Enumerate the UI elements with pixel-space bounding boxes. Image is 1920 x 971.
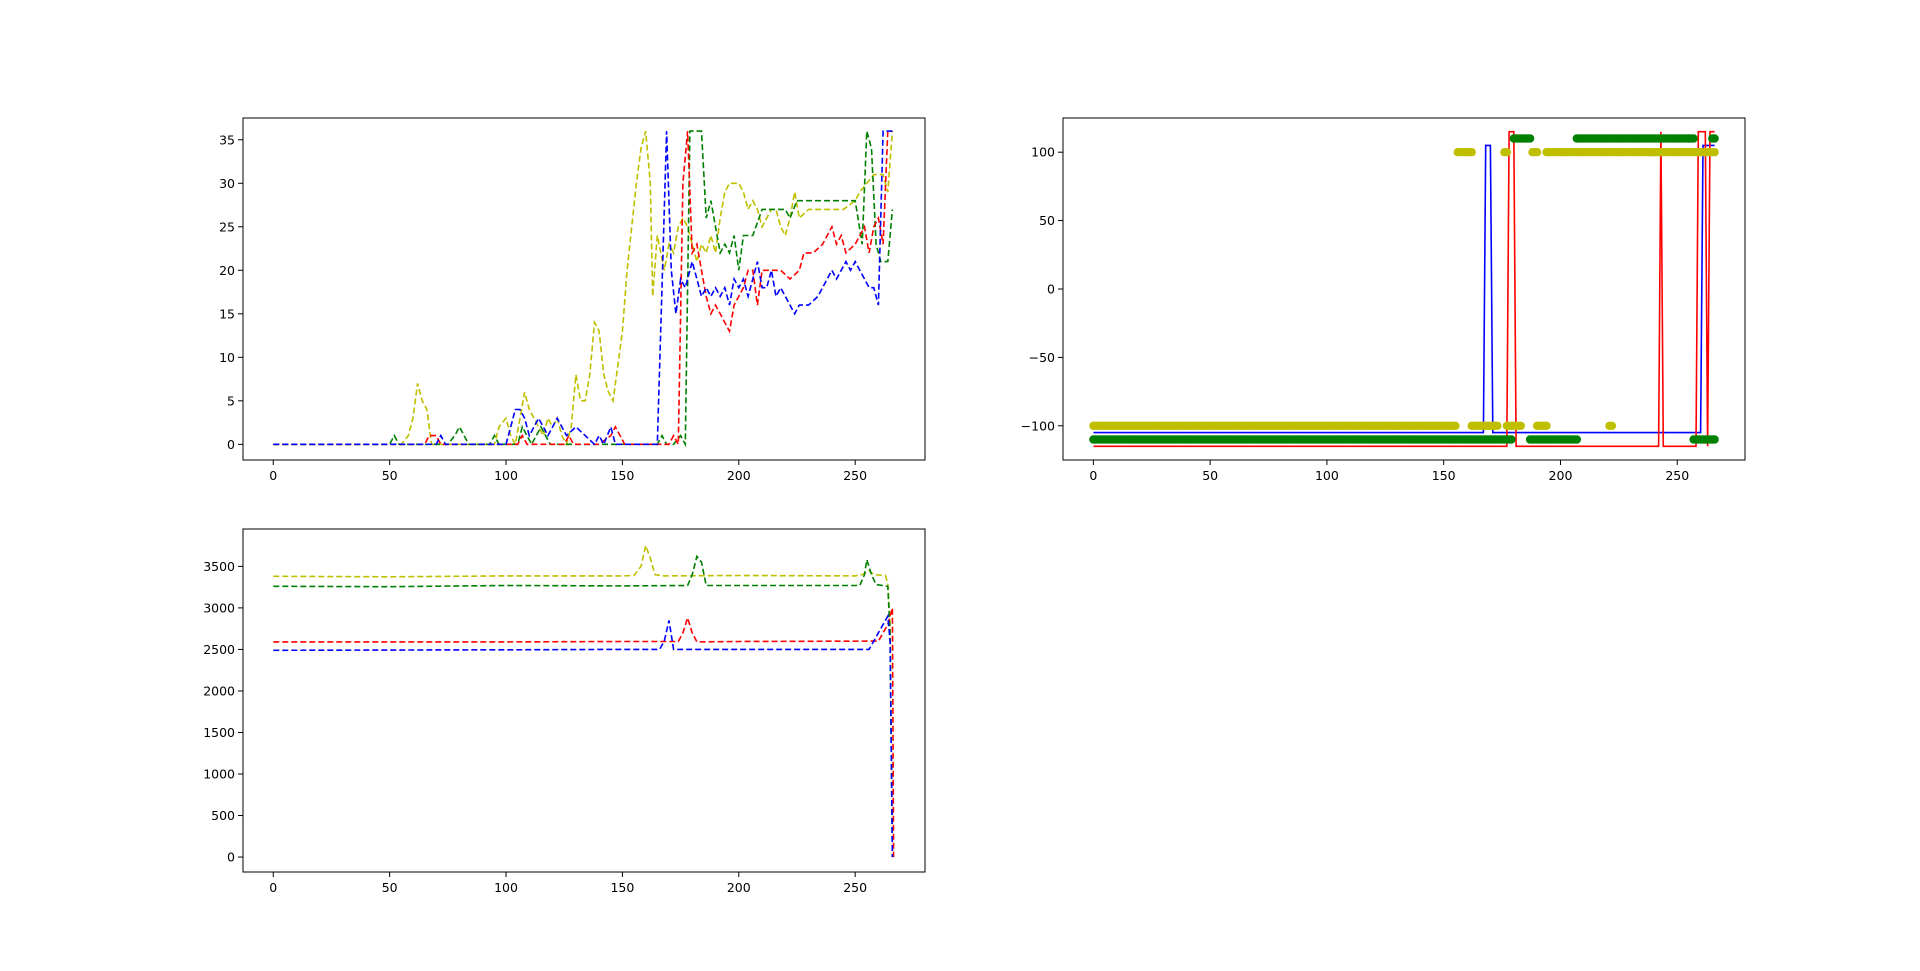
scatter-point-green xyxy=(1710,134,1719,143)
plot-top-left: 0 50 100 150 200 250 0 5 10 15 20 25 30 35 xyxy=(219,117,926,483)
x-tick-label: 150 xyxy=(610,468,634,483)
x-tick-label: 0 xyxy=(1089,468,1097,483)
series-line-green xyxy=(273,554,894,858)
y-tick-label: 0 xyxy=(227,437,235,452)
y-tick-label: 3500 xyxy=(203,559,235,574)
plot-top-right: 0 50 100 150 200 250 −100 −50 0 50 100 xyxy=(1021,117,1746,483)
scatter-point-green xyxy=(1525,134,1535,143)
scatter-point-green xyxy=(1710,435,1719,444)
y-tick-label: 0 xyxy=(227,850,235,865)
axes-frame xyxy=(242,528,926,873)
x-tick-label: 200 xyxy=(1549,468,1573,483)
axes-frame xyxy=(1062,117,1746,461)
x-tick-label: 150 xyxy=(1432,468,1456,483)
x-tick-label: 100 xyxy=(1315,468,1339,483)
y-tick-label: 2000 xyxy=(203,683,235,698)
y-tick-label: 30 xyxy=(219,176,235,191)
y-tick-label: 2500 xyxy=(203,642,235,657)
plot-bottom-left: 0 50 100 150 200 2500500100015002000250030003… xyxy=(203,528,926,895)
series-line-yellow xyxy=(273,542,894,858)
y-tick-label: 1500 xyxy=(203,725,235,740)
series-line-red xyxy=(1093,130,1715,448)
scatter-point-yellow xyxy=(1607,421,1617,430)
x-tick-label: 0 xyxy=(269,468,277,483)
x-tick-label: 50 xyxy=(382,468,398,483)
x-tick-label: 100 xyxy=(494,468,518,483)
x-tick-label: 50 xyxy=(382,880,398,895)
scatter-point-yellow xyxy=(1493,421,1502,430)
y-tick-label: 5 xyxy=(227,393,235,408)
x-tick-label: 200 xyxy=(727,880,751,895)
series-line-blue xyxy=(273,130,893,447)
x-tick-label: 50 xyxy=(1202,468,1218,483)
plot-area xyxy=(1089,130,1719,448)
scatter-point-yellow xyxy=(1451,421,1460,430)
scatter-point-yellow xyxy=(1467,148,1476,157)
scatter-point-yellow xyxy=(1542,421,1551,430)
axes-frame xyxy=(242,117,926,461)
scatter-point-green xyxy=(1572,435,1582,444)
x-tick-label: 250 xyxy=(843,468,867,483)
y-tick-label: 10 xyxy=(219,350,235,365)
series-line-blue xyxy=(273,613,894,858)
y-tick-label: 35 xyxy=(219,132,235,147)
x-tick-label: 200 xyxy=(727,468,751,483)
x-tick-label: 150 xyxy=(610,880,634,895)
scatter-point-green xyxy=(1689,134,1698,143)
y-tick-label: 0 xyxy=(1047,282,1055,297)
y-tick-label: 15 xyxy=(219,306,235,321)
y-tick-label: 1000 xyxy=(203,767,235,782)
scatter-point-yellow xyxy=(1516,421,1526,430)
series-line-red xyxy=(273,130,893,448)
series-line-yellow xyxy=(273,130,894,447)
x-tick-label: 100 xyxy=(494,880,518,895)
scatter-point-yellow xyxy=(1532,148,1542,157)
y-tick-label: 25 xyxy=(219,219,235,234)
y-tick-label: 100 xyxy=(1031,145,1055,160)
scatter-point-yellow xyxy=(1502,148,1512,157)
plot-area xyxy=(273,542,895,858)
y-tick-label: 500 xyxy=(211,808,235,823)
series-line-blue xyxy=(1093,144,1715,434)
x-tick-label: 0 xyxy=(269,880,277,895)
y-tick-label: 20 xyxy=(219,263,235,278)
y-tick-label: −50 xyxy=(1029,350,1055,365)
series-line-red xyxy=(273,607,895,858)
y-tick-label: 3000 xyxy=(203,600,235,615)
series-line-green xyxy=(273,130,894,448)
y-tick-label: −100 xyxy=(1021,418,1055,433)
plot-area xyxy=(273,130,894,448)
scatter-point-green xyxy=(1507,435,1516,444)
scatter-point-yellow xyxy=(1710,148,1719,157)
x-tick-label: 250 xyxy=(1665,468,1689,483)
x-tick-label: 250 xyxy=(843,880,867,895)
y-tick-label: 50 xyxy=(1039,213,1055,228)
